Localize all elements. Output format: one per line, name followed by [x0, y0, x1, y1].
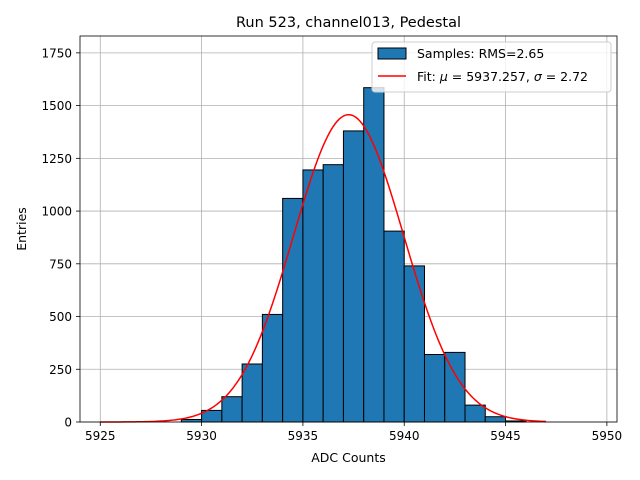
chart-title: Run 523, channel013, Pedestal [236, 15, 461, 31]
x-tick-label: 5950 [592, 429, 623, 443]
histogram-bar [363, 87, 385, 423]
y-tick-label: 1250 [41, 152, 72, 166]
y-axis-ticks: 0 250 500 750 1000 1250 1500 1750 [41, 46, 80, 430]
histogram-bar [342, 130, 365, 423]
x-axis-label: ADC Counts [311, 450, 386, 465]
x-tick-label: 5930 [186, 429, 217, 443]
x-tick-label: 5945 [490, 429, 521, 443]
histogram-bar [221, 396, 243, 423]
histogram-bar [423, 354, 446, 423]
histogram-bar [444, 351, 466, 423]
y-tick-label: 750 [49, 257, 72, 271]
histogram-bar [261, 313, 284, 423]
histogram-bar [464, 404, 486, 423]
histogram-bar [282, 197, 304, 423]
legend-label-fit: Fit: μ = 5937.257, σ = 2.72 [417, 69, 588, 84]
legend-label-samples: Samples: RMS=2.65 [417, 46, 544, 61]
legend: Samples: RMS=2.65 Fit: μ = 5937.257, σ =… [371, 41, 612, 93]
histogram-bar [403, 265, 425, 423]
y-tick-label: 0 [64, 416, 72, 430]
y-tick-label: 1500 [41, 99, 72, 113]
y-tick-label: 250 [49, 363, 72, 377]
y-tick-label: 500 [49, 310, 72, 324]
x-tick-label: 5935 [288, 429, 319, 443]
legend-box [371, 41, 612, 93]
x-tick-label: 5940 [389, 429, 420, 443]
histogram-bar [383, 230, 405, 423]
histogram-bars [180, 87, 527, 423]
y-tick-label: 1000 [41, 205, 72, 219]
histogram-bar [302, 169, 324, 423]
y-tick-label: 1750 [41, 46, 72, 60]
histogram-bar [484, 416, 507, 423]
fit-curve [100, 113, 547, 423]
axes-frame [79, 35, 618, 423]
x-tick-label: 5925 [85, 429, 116, 443]
y-axis-label: Entries [14, 207, 29, 251]
legend-swatch-samples [377, 47, 407, 60]
histogram-bar [241, 363, 263, 423]
x-axis-ticks: 5925 5930 5935 5940 5945 5950 [85, 422, 622, 443]
histogram-bar [322, 164, 344, 423]
